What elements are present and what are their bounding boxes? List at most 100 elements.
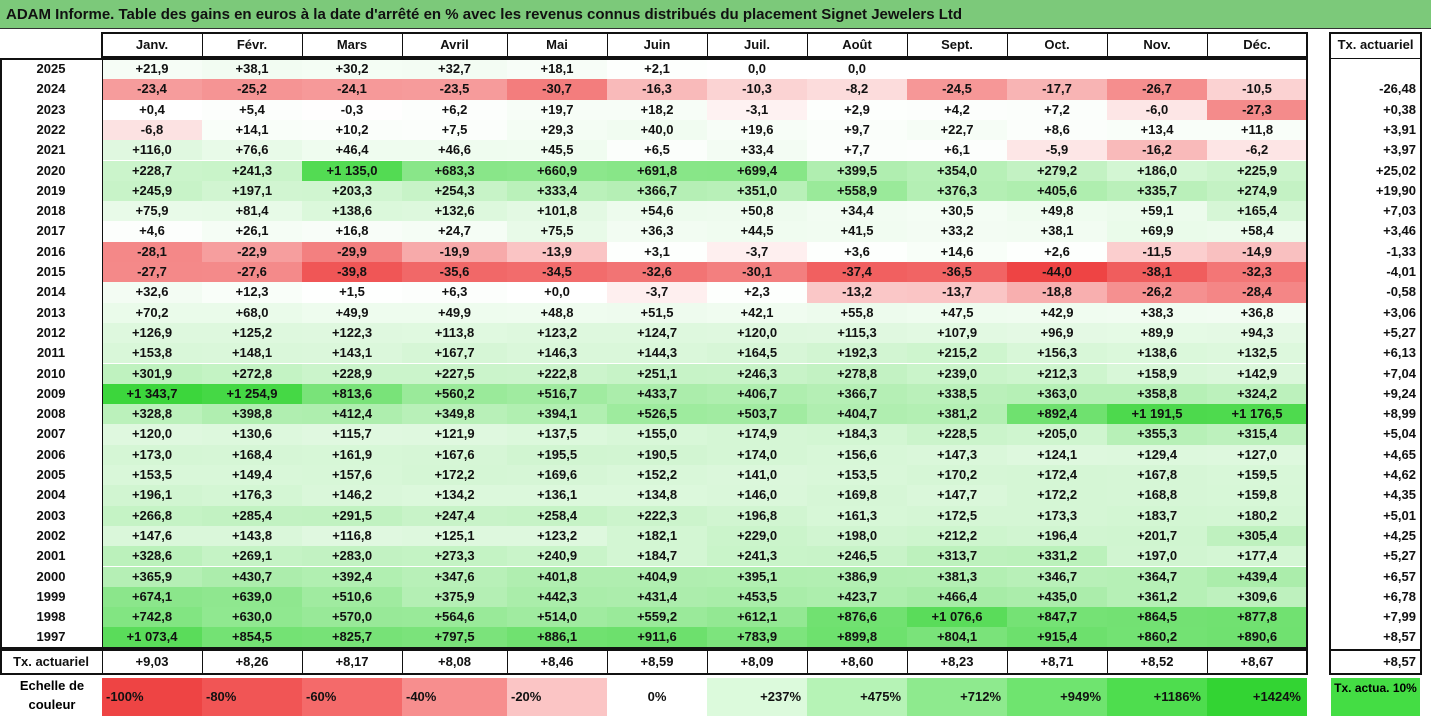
gain-cell: +16,8 — [302, 221, 402, 242]
gain-cell: +144,3 — [607, 343, 707, 364]
page-title: ADAM Informe. Table des gains en euros à… — [0, 0, 1431, 29]
gain-cell: -36,5 — [907, 262, 1007, 283]
gain-cell: +439,4 — [1207, 566, 1307, 587]
gain-cell: +433,7 — [607, 383, 707, 405]
row-tx-value: +6,57 — [1383, 568, 1416, 584]
gain-cell: +101,8 — [507, 201, 607, 222]
gain-cell: -27,7 — [102, 262, 202, 283]
gain-cell: -32,6 — [607, 262, 707, 283]
gain-cell: +363,0 — [1007, 383, 1107, 405]
gain-cell: +29,3 — [507, 119, 607, 141]
gain-cell: +258,4 — [507, 505, 607, 526]
row-tx-value: +4,65 — [1383, 446, 1416, 462]
footer-tx-value: +8,60 — [840, 653, 874, 669]
row-tx-value: +7,99 — [1383, 609, 1416, 625]
gain-cell: +153,5 — [102, 465, 202, 486]
tx-header: Tx. actuariel — [1337, 37, 1414, 52]
gain-cell: +240,9 — [507, 546, 607, 567]
gain-cell: +228,9 — [302, 363, 402, 384]
gain-cell: +22,7 — [907, 119, 1007, 141]
gain-cell — [1007, 59, 1107, 80]
gain-cell: +143,1 — [302, 343, 402, 364]
gain-cell: +121,9 — [402, 424, 507, 445]
gain-cell: -22,9 — [202, 241, 302, 262]
gain-cell: +38,3 — [1107, 302, 1207, 323]
gain-cell: +18,1 — [507, 59, 607, 80]
gain-cell: +157,6 — [302, 465, 402, 486]
gain-cell — [1207, 59, 1307, 80]
gain-cell: +134,2 — [402, 485, 507, 506]
gain-cell: +122,3 — [302, 322, 402, 344]
gain-cell: +124,1 — [1007, 444, 1107, 465]
gain-cell: +197,0 — [1107, 546, 1207, 567]
color-scale-step: 0% — [607, 678, 707, 716]
gain-cell: -39,8 — [302, 262, 402, 283]
gain-cell: +169,8 — [807, 485, 907, 506]
gain-cell: -10,3 — [707, 79, 807, 100]
year-label: 2008 — [36, 406, 66, 422]
gain-cell: +152,2 — [607, 465, 707, 486]
month-header: Sept. — [941, 37, 973, 52]
gain-cell: -26,7 — [1107, 79, 1207, 100]
gain-cell: +366,7 — [807, 383, 907, 405]
gain-cell: -37,4 — [807, 262, 907, 283]
gain-cell: +239,0 — [907, 363, 1007, 384]
gain-cell: +4,6 — [102, 221, 202, 242]
year-label: 2012 — [36, 324, 66, 340]
gain-cell: +19,7 — [507, 99, 607, 120]
gain-cell: +107,9 — [907, 322, 1007, 344]
year-label: 2000 — [36, 568, 66, 584]
gain-cell: +915,4 — [1007, 627, 1107, 648]
gain-cell: +176,3 — [202, 485, 302, 506]
gain-cell: +132,6 — [402, 201, 507, 222]
gain-cell: +30,2 — [302, 59, 402, 80]
tx-scale-swatch: Tx. actua. 10% — [1331, 678, 1420, 716]
gain-cell: +401,8 — [507, 566, 607, 587]
gain-cell: +229,0 — [707, 525, 807, 547]
gain-cell: +423,7 — [807, 586, 907, 608]
year-label: 2001 — [36, 548, 66, 564]
gain-cell: +33,2 — [907, 221, 1007, 242]
gain-cell: +89,9 — [1107, 322, 1207, 344]
gain-cell: +364,7 — [1107, 566, 1207, 587]
gain-cell: +347,6 — [402, 566, 507, 587]
gain-cell: +120,0 — [707, 322, 807, 344]
gain-cell: +526,5 — [607, 404, 707, 425]
gain-cell: +94,3 — [1207, 322, 1307, 344]
gain-cell: +558,9 — [807, 180, 907, 202]
month-header: Avril — [440, 37, 469, 52]
gain-cell: 0,0 — [707, 59, 807, 80]
gain-cell: +51,5 — [607, 302, 707, 323]
gain-cell: +278,8 — [807, 363, 907, 384]
gain-cell: +399,5 — [807, 160, 907, 181]
gain-cell: +192,3 — [807, 343, 907, 364]
gain-cell: +70,2 — [102, 302, 202, 323]
gain-cell: +183,7 — [1107, 505, 1207, 526]
row-tx-value: +8,99 — [1383, 406, 1416, 422]
gain-cell: +241,3 — [707, 546, 807, 567]
footer-tx-value: +8,46 — [540, 653, 574, 669]
gain-cell: +691,8 — [607, 160, 707, 181]
gain-cell: -8,2 — [807, 79, 907, 100]
gain-cell: +32,7 — [402, 59, 507, 80]
gain-cell: +361,2 — [1107, 586, 1207, 608]
gain-cell: -30,1 — [707, 262, 807, 283]
gain-cell: +215,2 — [907, 343, 1007, 364]
gain-cell: +46,6 — [402, 140, 507, 161]
gain-cell: -16,2 — [1107, 140, 1207, 161]
gain-cell: +172,2 — [402, 465, 507, 486]
gain-cell: +138,6 — [1107, 343, 1207, 364]
gain-cell: +381,2 — [907, 404, 1007, 425]
gain-cell: +395,1 — [707, 566, 807, 587]
gain-cell: +177,4 — [1207, 546, 1307, 567]
gain-cell: +142,9 — [1207, 363, 1307, 384]
gain-cell: +354,0 — [907, 160, 1007, 181]
gain-cell: +168,8 — [1107, 485, 1207, 506]
year-label: 2003 — [36, 507, 66, 523]
gain-cell: +435,0 — [1007, 586, 1107, 608]
gain-cell: +5,4 — [202, 99, 302, 120]
gain-cell: +247,4 — [402, 505, 507, 526]
gain-cell: +804,1 — [907, 627, 1007, 648]
gain-cell: +76,6 — [202, 140, 302, 161]
year-label: 2022 — [36, 121, 66, 137]
